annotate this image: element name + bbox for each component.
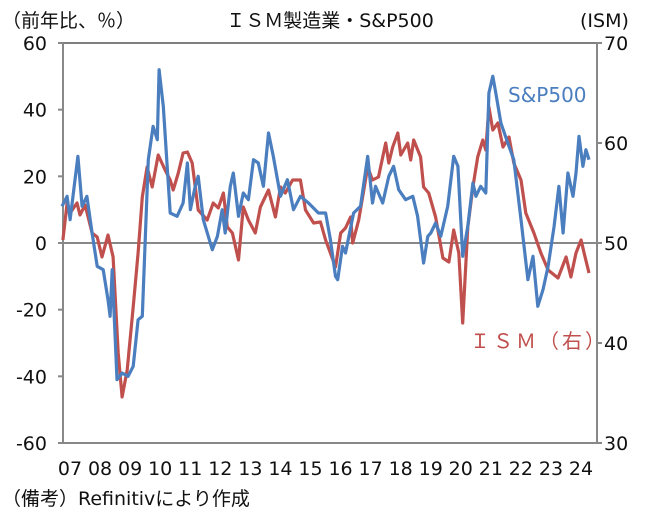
right-tick-label: 60 (604, 133, 628, 155)
ism-line (61, 105, 591, 399)
right-tick-label: 40 (604, 333, 628, 355)
sp500-line (60, 68, 591, 382)
x-tick-label: 17 (359, 458, 383, 480)
x-tick-label: 21 (479, 458, 503, 480)
right-tick-label: 50 (604, 233, 628, 255)
x-tick-label: 22 (509, 458, 533, 480)
x-tick-label: 24 (569, 458, 593, 480)
x-tick-label: 11 (178, 458, 202, 480)
left-axis-unit: （前年比、％） (2, 10, 135, 32)
x-tick-label: 19 (419, 458, 443, 480)
left-tick-label: 40 (23, 100, 47, 122)
x-tick-label: 10 (148, 458, 172, 480)
left-tick-label: -60 (16, 433, 47, 455)
x-tick-label: 14 (268, 458, 292, 480)
x-tick-label: 09 (118, 458, 142, 480)
x-tick-label: 08 (88, 458, 112, 480)
left-tick-label: 0 (35, 233, 47, 255)
x-tick-label: 12 (208, 458, 232, 480)
legend-label-ism: ＩＳＭ（右） (470, 329, 608, 353)
left-tick-label: 60 (23, 33, 47, 55)
x-tick-label: 23 (539, 458, 563, 480)
x-tick-label: 07 (58, 458, 82, 480)
legend-label-sp500: S&P500 (508, 83, 587, 107)
right-tick-label: 30 (604, 433, 628, 455)
left-tick-label: -40 (16, 366, 47, 388)
right-axis-unit: (ISM) (580, 10, 629, 32)
x-tick-label: 18 (389, 458, 413, 480)
chart-title: ＩＳＭ製造業・S&P500 (226, 10, 434, 32)
x-tick-label: 16 (328, 458, 352, 480)
x-tick-label: 20 (449, 458, 473, 480)
left-tick-label: -20 (16, 300, 47, 322)
right-tick-label: 70 (604, 33, 628, 55)
x-tick-label: 15 (298, 458, 322, 480)
left-tick-label: 20 (23, 166, 47, 188)
x-tick-label: 13 (238, 458, 262, 480)
footnote: （備考）Refinitivにより作成 (2, 488, 250, 510)
